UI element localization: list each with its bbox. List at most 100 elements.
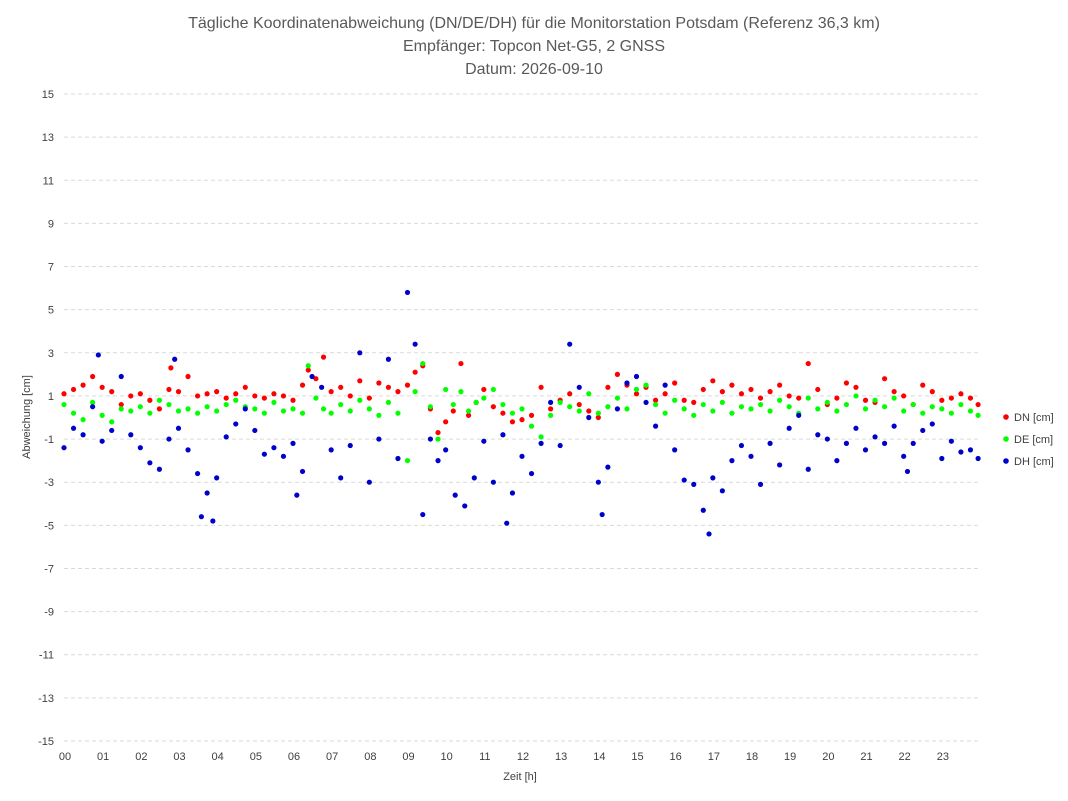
data-point: [738, 404, 745, 410]
data-point: [185, 373, 191, 380]
data-point: [652, 423, 659, 429]
data-point: [586, 391, 592, 397]
data-point: [958, 449, 964, 455]
data-point: [805, 360, 811, 367]
data-point: [109, 419, 115, 425]
data-point: [519, 453, 525, 459]
y-tick-label: -11: [39, 650, 54, 662]
data-point: [843, 440, 850, 446]
data-point: [901, 408, 907, 414]
data-point: [777, 397, 783, 403]
data-point: [357, 350, 363, 356]
legend-label: DH [cm]: [1014, 456, 1054, 468]
x-tick-label: 07: [326, 751, 338, 763]
data-point: [939, 397, 945, 403]
data-point: [80, 417, 86, 423]
y-axis-tick-labels: 15 13 11 9 7 5 3 1 -1 -3 -5 -7 -9 -11 -13 -15: [38, 89, 54, 748]
series-2: [61, 289, 981, 537]
data-point: [90, 404, 96, 410]
data-point: [95, 352, 101, 358]
data-point: [948, 438, 954, 444]
data-point: [975, 455, 981, 462]
data-point: [99, 412, 105, 418]
data-point: [465, 412, 472, 418]
data-point: [748, 406, 754, 412]
data-point: [385, 384, 392, 390]
data-point: [939, 406, 945, 412]
data-point: [471, 475, 477, 481]
data-point: [223, 395, 229, 401]
data-point: [853, 384, 859, 390]
data-point: [662, 410, 668, 416]
data-point: [605, 404, 611, 410]
data-point: [796, 412, 802, 418]
data-point: [786, 404, 792, 410]
data-point: [567, 391, 573, 397]
y-tick-label: -3: [44, 477, 54, 489]
data-point: [595, 479, 601, 485]
data-point: [194, 410, 201, 416]
data-point: [450, 401, 456, 408]
data-point: [261, 410, 267, 416]
data-point: [757, 481, 764, 487]
data-point: [443, 419, 449, 425]
x-tick-label: 23: [937, 751, 949, 763]
data-point: [500, 401, 506, 408]
data-point: [395, 389, 401, 395]
data-point: [290, 440, 296, 446]
data-point: [366, 395, 372, 401]
data-point: [662, 382, 668, 388]
x-tick-label: 05: [250, 751, 262, 763]
data-point: [309, 373, 315, 380]
data-point: [853, 393, 859, 399]
data-point: [576, 384, 582, 390]
data-point: [824, 436, 830, 442]
data-point: [168, 365, 174, 371]
x-tick-label: 14: [593, 751, 605, 763]
data-point: [271, 391, 277, 397]
data-point: [710, 408, 716, 414]
data-point: [185, 447, 191, 453]
data-point: [61, 445, 67, 451]
data-point: [509, 490, 516, 496]
data-point: [80, 382, 86, 388]
x-tick-label: 01: [97, 751, 109, 763]
data-point: [99, 438, 105, 444]
series-1: [61, 360, 981, 464]
data-point: [420, 511, 426, 518]
data-point: [242, 406, 248, 412]
data-point: [473, 399, 479, 406]
data-point: [481, 395, 487, 401]
y-tick-label: -5: [44, 520, 54, 532]
data-point: [738, 442, 745, 449]
data-point: [881, 440, 888, 446]
x-tick-label: 02: [135, 751, 147, 763]
data-point: [204, 490, 210, 496]
data-point: [672, 380, 678, 386]
data-point: [99, 384, 105, 390]
data-point: [299, 468, 306, 475]
data-point: [338, 384, 344, 390]
data-point: [328, 410, 334, 416]
data-point: [319, 384, 325, 390]
data-point: [443, 447, 449, 453]
data-point: [156, 397, 163, 403]
data-point: [891, 389, 897, 395]
data-point: [862, 447, 869, 453]
data-point: [595, 410, 601, 416]
data-point: [929, 389, 935, 395]
data-point: [252, 427, 258, 434]
data-point: [691, 399, 697, 406]
data-point: [233, 391, 239, 397]
data-point: [280, 393, 287, 399]
data-point: [490, 386, 496, 393]
legend-marker: [1003, 458, 1009, 464]
chart-title: Tägliche Koordinatenabweichung (DN/DE/DH…: [188, 15, 880, 32]
data-point: [137, 391, 143, 397]
data-point: [128, 393, 134, 399]
y-tick-label: 5: [48, 305, 54, 317]
data-point: [757, 395, 764, 401]
data-point: [320, 354, 327, 360]
legend-marker: [1003, 436, 1009, 442]
chart-subtitle: Empfänger: Topcon Net-G5, 2 GNSS: [403, 38, 665, 55]
